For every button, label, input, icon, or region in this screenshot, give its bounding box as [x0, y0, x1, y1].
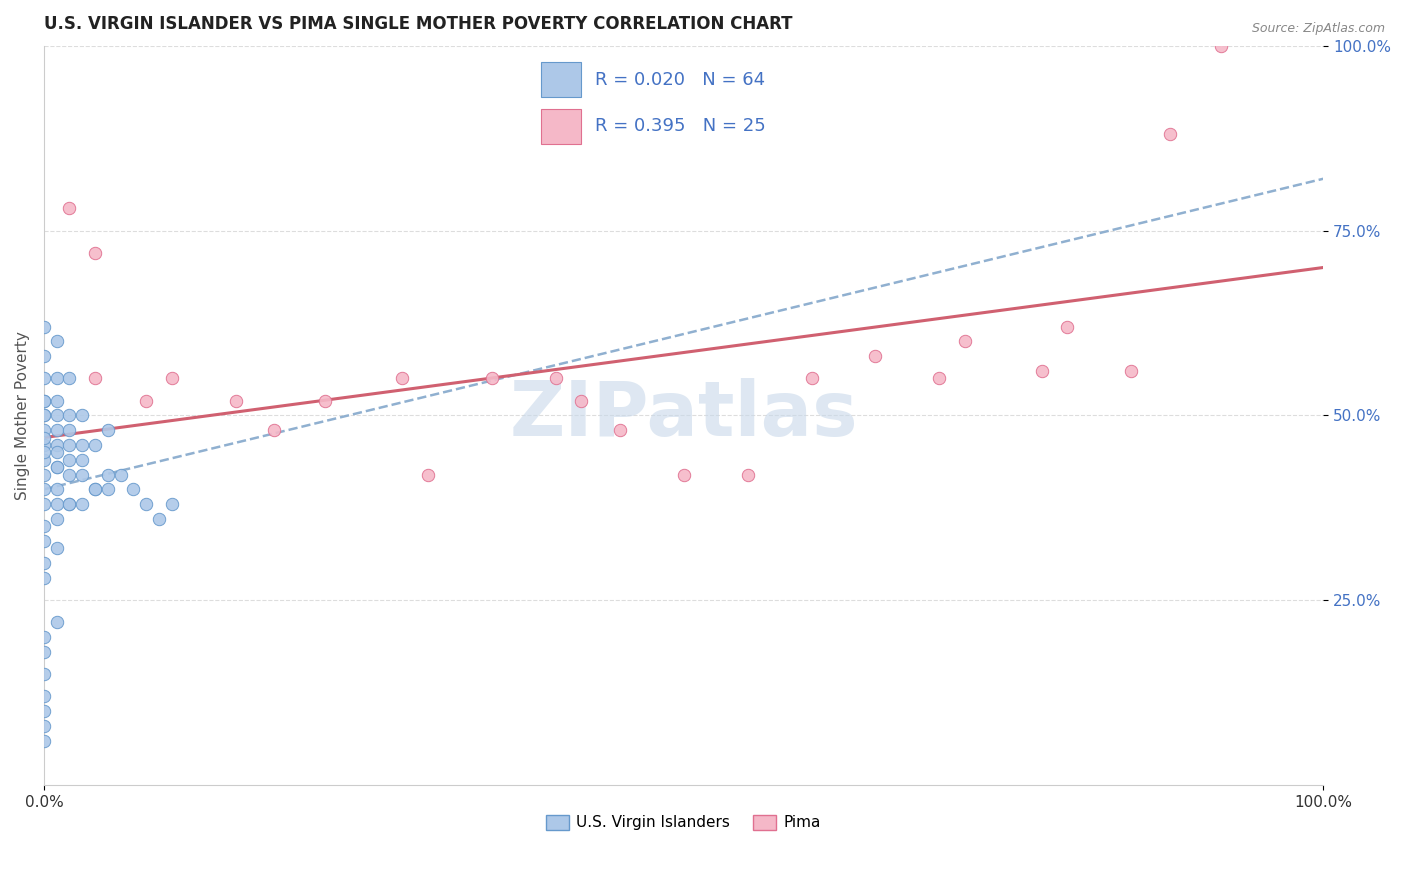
Point [32, 431, 55, 445]
Point [32, 423, 55, 437]
Point [544, 371, 567, 385]
Point [263, 423, 285, 437]
Point [32, 409, 55, 423]
Point [32, 438, 55, 452]
Point [32, 409, 55, 423]
Point [72, 409, 94, 423]
Point [58, 497, 80, 511]
Point [32, 393, 55, 408]
Point [97, 423, 120, 437]
Point [32, 556, 55, 570]
Point [148, 512, 170, 526]
Point [45, 460, 67, 475]
Point [58, 423, 80, 437]
Point [58, 467, 80, 482]
Point [1209, 38, 1232, 53]
Point [58, 497, 80, 511]
Point [1159, 128, 1181, 142]
Y-axis label: Single Mother Poverty: Single Mother Poverty [15, 331, 30, 500]
Legend: U.S. Virgin Islanders, Pima: U.S. Virgin Islanders, Pima [540, 808, 827, 837]
Point [135, 393, 157, 408]
Point [45, 445, 67, 459]
Point [97, 467, 120, 482]
Point [32, 630, 55, 644]
Point [45, 371, 67, 385]
Point [45, 483, 67, 497]
Point [58, 438, 80, 452]
Point [84, 371, 107, 385]
Point [45, 438, 67, 452]
Point [84, 483, 107, 497]
Point [32, 690, 55, 704]
Point [32, 571, 55, 585]
Point [160, 371, 183, 385]
Point [737, 467, 759, 482]
Point [160, 497, 183, 511]
Point [32, 483, 55, 497]
Point [953, 334, 976, 349]
Point [569, 393, 592, 408]
Point [72, 438, 94, 452]
Point [32, 719, 55, 733]
Point [72, 452, 94, 467]
Point [84, 438, 107, 452]
Point [32, 645, 55, 659]
Point [32, 319, 55, 334]
Text: U.S. VIRGIN ISLANDER VS PIMA SINGLE MOTHER POVERTY CORRELATION CHART: U.S. VIRGIN ISLANDER VS PIMA SINGLE MOTH… [44, 15, 793, 33]
Point [32, 519, 55, 533]
Point [45, 334, 67, 349]
Point [45, 541, 67, 556]
Point [32, 445, 55, 459]
Point [225, 393, 247, 408]
Point [58, 202, 80, 216]
Text: Source: ZipAtlas.com: Source: ZipAtlas.com [1251, 22, 1385, 36]
Point [672, 467, 695, 482]
Point [1031, 364, 1053, 378]
Point [32, 667, 55, 681]
Point [72, 467, 94, 482]
Point [45, 615, 67, 630]
Point [45, 460, 67, 475]
Point [58, 409, 80, 423]
Point [1056, 319, 1078, 334]
Point [32, 467, 55, 482]
Point [416, 467, 439, 482]
Point [45, 423, 67, 437]
Point [32, 393, 55, 408]
Point [32, 371, 55, 385]
Point [1121, 364, 1143, 378]
Point [58, 371, 80, 385]
Point [122, 483, 145, 497]
Point [32, 452, 55, 467]
Point [45, 393, 67, 408]
Point [32, 733, 55, 747]
Point [481, 371, 503, 385]
Point [45, 497, 67, 511]
Point [928, 371, 950, 385]
Point [84, 483, 107, 497]
Point [45, 512, 67, 526]
Point [97, 483, 120, 497]
Point [58, 452, 80, 467]
Point [32, 534, 55, 549]
Point [84, 245, 107, 260]
Point [32, 349, 55, 363]
Point [32, 704, 55, 718]
Point [865, 349, 887, 363]
Text: ZIPatlas: ZIPatlas [509, 378, 858, 452]
Point [32, 497, 55, 511]
Point [800, 371, 823, 385]
Point [135, 497, 157, 511]
Point [72, 497, 94, 511]
Point [391, 371, 413, 385]
Point [45, 409, 67, 423]
Point [609, 423, 631, 437]
Point [110, 467, 132, 482]
Point [314, 393, 336, 408]
